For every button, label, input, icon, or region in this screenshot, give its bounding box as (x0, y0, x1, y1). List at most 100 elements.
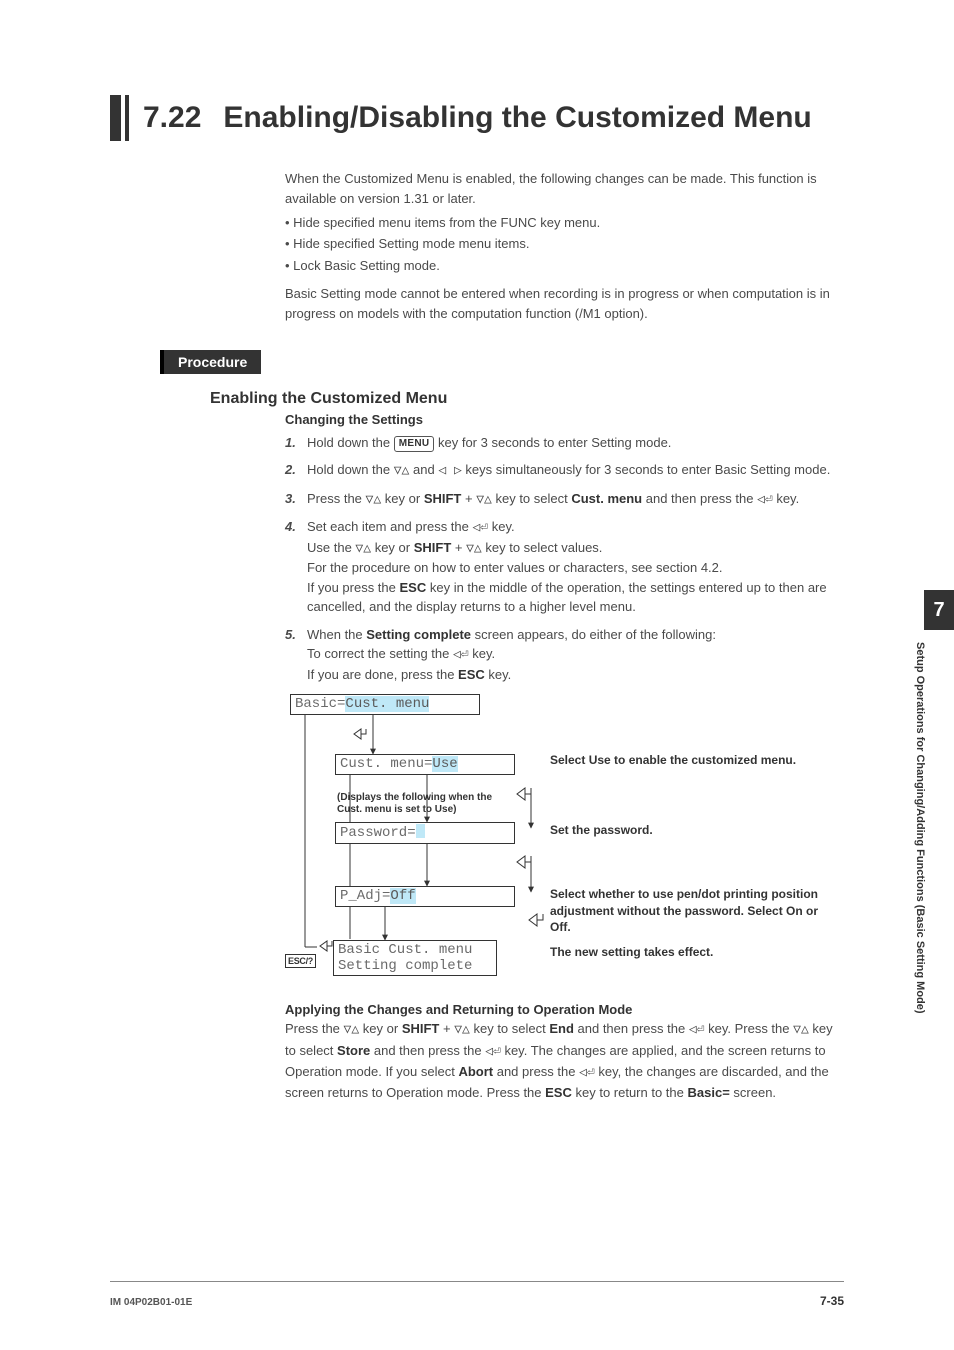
title-bar-thick (110, 95, 121, 141)
t: and then press the (642, 491, 757, 506)
section-title-block: 7.22 Enabling/Disabling the Customized M… (110, 95, 844, 141)
enter-icon: ◁⏎ (689, 1022, 705, 1037)
disp-password: Password= (335, 822, 515, 844)
chapter-number: 7 (933, 599, 944, 622)
step-text: Hold down the ▽△ and ◁ ▷ keys simultaneo… (307, 460, 844, 481)
step-3: 3. Press the ▽△ key or SHIFT + ▽△ key to… (285, 489, 844, 510)
t: keys simultaneously for 3 seconds to ent… (462, 462, 831, 477)
updown-icon: ▽△ (466, 541, 482, 556)
step-num: 5. (285, 625, 307, 685)
t: Cust. menu= (340, 756, 432, 772)
enter-icon: ◁⏎ (472, 520, 488, 535)
intro-bullet: Hide specified menu items from the FUNC … (285, 213, 844, 233)
t: key to return to the (572, 1085, 688, 1100)
esc-label: ESC (458, 667, 485, 682)
t: key or (371, 540, 414, 555)
footer-page-num: 7-35 (820, 1294, 844, 1308)
steps-list: 1. Hold down the MENU key for 3 seconds … (285, 433, 844, 685)
t: + (461, 491, 476, 506)
diagram-desc-2: Set the password. (550, 822, 830, 838)
t: and then press the (370, 1043, 485, 1058)
t: To correct the setting the (307, 646, 453, 661)
hl: Use (432, 756, 457, 772)
enter-icon: ◁⏎ (453, 647, 469, 662)
t: and (409, 462, 438, 477)
disp-basic: Basic=Cust. menu (290, 694, 480, 715)
intro-bullet: Lock Basic Setting mode. (285, 256, 844, 276)
step-text: Hold down the MENU key for 3 seconds to … (307, 433, 844, 453)
chapter-number-box: 7 (924, 590, 954, 630)
esc-label: ESC (400, 580, 427, 595)
t: Basic Cust. menu (338, 942, 472, 958)
updown-icon: ▽△ (394, 463, 410, 478)
t: key or (381, 491, 424, 506)
apply-heading: Applying the Changes and Returning to Op… (285, 1002, 844, 1017)
side-tab: 7 Setup Operations for Changing/Adding F… (924, 590, 954, 1080)
step-num: 2. (285, 460, 307, 481)
step-5: 5. When the Setting complete screen appe… (285, 625, 844, 685)
t: Basic= (295, 696, 345, 712)
abort-label: Abort (458, 1064, 493, 1079)
t: key for 3 seconds to enter Setting mode. (434, 435, 671, 450)
updown-icon: ▽△ (454, 1022, 470, 1037)
setting-complete-label: Setting complete (366, 627, 471, 642)
step-4: 4. Set each item and press the ◁⏎ key. U… (285, 517, 844, 617)
t: Press the (307, 491, 366, 506)
chapter-label: Setup Operations for Changing/Adding Fun… (914, 642, 926, 1082)
t: Use the (307, 540, 355, 555)
t: and press the (493, 1064, 579, 1079)
apply-paragraph: Press the ▽△ key or SHIFT + ▽△ key to se… (285, 1019, 844, 1103)
esc-label: ESC (545, 1085, 572, 1100)
disp-padj: P_Adj=Off (335, 886, 515, 907)
diagram-desc-1: Select Use to enable the customized menu… (550, 752, 830, 768)
updown-icon: ▽△ (793, 1022, 809, 1037)
page: 7.22 Enabling/Disabling the Customized M… (0, 0, 954, 1350)
t: key. Press the (704, 1021, 793, 1036)
t: screen. (730, 1085, 776, 1100)
disp-complete: Basic Cust. menu Setting complete (333, 940, 497, 976)
t: Press the (285, 1021, 344, 1036)
store-label: Store (337, 1043, 370, 1058)
procedure-header: Procedure (160, 350, 261, 374)
section-title: Enabling/Disabling the Customized Menu (223, 95, 811, 141)
t: key to select values. (482, 540, 603, 555)
intro-block: When the Customized Menu is enabled, the… (285, 169, 844, 324)
esc-keycap: ESC/? (285, 954, 316, 968)
shift-label: SHIFT (414, 540, 452, 555)
step-1: 1. Hold down the MENU key for 3 seconds … (285, 433, 844, 453)
diagram-desc-4: The new setting takes effect. (550, 944, 830, 960)
t: P_Adj= (340, 888, 390, 904)
enter-icon: ◁⏎ (757, 492, 773, 507)
updown-icon: ▽△ (355, 541, 371, 556)
t: Hold down the (307, 435, 394, 450)
menu-keycap: MENU (394, 436, 435, 452)
enter-icon: ◁⏎ (579, 1065, 595, 1080)
diagram-desc-3: Select whether to use pen/dot printing p… (550, 886, 830, 935)
hl: Cust. menu (345, 696, 429, 712)
disp-cust-menu: Cust. menu=Use (335, 754, 515, 775)
step-2: 2. Hold down the ▽△ and ◁ ▷ keys simulta… (285, 460, 844, 481)
footer-doc-id: IM 04P02B01-01E (110, 1297, 192, 1308)
t: key. (773, 491, 800, 506)
subheading-enabling: Enabling the Customized Menu (210, 390, 844, 408)
t: When the (307, 627, 366, 642)
subheading-changing: Changing the Settings (285, 412, 844, 427)
t: Hold down the (307, 462, 394, 477)
t: + (439, 1021, 454, 1036)
t: For the procedure on how to enter values… (307, 560, 723, 575)
t: + (451, 540, 466, 555)
t: If you are done, press the (307, 667, 458, 682)
updown-icon: ▽△ (476, 492, 492, 507)
intro-p2: Basic Setting mode cannot be entered whe… (285, 284, 844, 324)
t: key to select (492, 491, 571, 506)
cursor-block (416, 824, 425, 838)
t: key. (469, 646, 496, 661)
intro-bullets: Hide specified menu items from the FUNC … (285, 213, 844, 275)
title-bar-thin (125, 95, 129, 141)
t: screen appears, do either of the followi… (471, 627, 716, 642)
step-num: 3. (285, 489, 307, 510)
section-number: 7.22 (143, 95, 201, 141)
end-label: End (549, 1021, 574, 1036)
menu-flow-diagram: Basic=Cust. menu Cust. menu=Use (Display… (285, 694, 845, 984)
intro-bullet: Hide specified Setting mode menu items. (285, 234, 844, 254)
